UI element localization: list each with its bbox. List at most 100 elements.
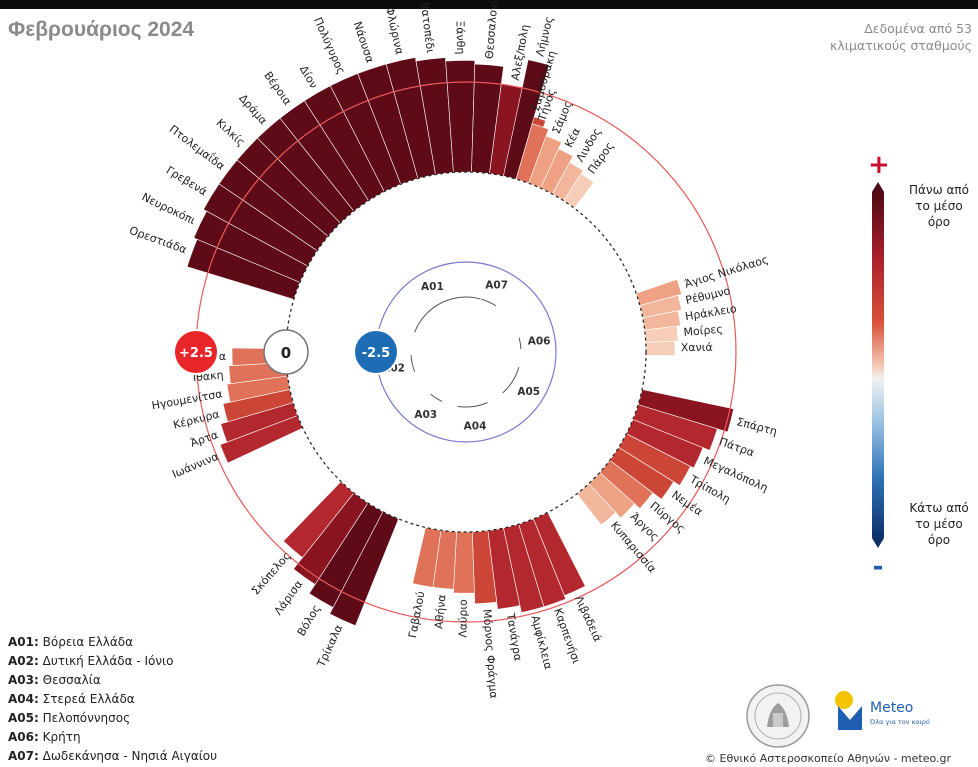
station-label: Αμφίκλεια [528,614,554,671]
legend-name: Πελοπόννησος [42,711,131,725]
colorbar-top-line-3: όρο [927,215,951,229]
station-label: Μοίρες [683,323,723,339]
station-label: Λαύριο [457,599,470,638]
legend-name: Κρήτη [42,730,81,744]
plus-scale-label: +2.5 [179,346,213,361]
chart-title: Φεβρουάριος 2024 [8,18,195,41]
legend-code: A06: [8,730,39,744]
bar-a06-4 [645,340,676,356]
inner-label-a05: A05 [517,386,540,398]
inner-label-a04: A04 [464,420,487,432]
minus-scale-marker: -2.5 [353,329,399,375]
inner-arc-a02 [410,354,416,372]
inner-label-a07: A07 [485,280,508,292]
station-label: Λάρισα [272,578,306,618]
zero-scale-label: 0 [281,344,291,362]
meteo-brand-text: Meteo [870,700,913,716]
station-label: Γαβαλού [406,590,427,639]
inner-arc-a06 [518,337,522,350]
copyright-text: © Εθνικό Αστεροσκοπείο Αθηνών - meteo.gr [705,752,952,765]
station-label: Ξάνθη [453,20,467,54]
colorbar-top-line-1: Πάνω από [909,183,969,197]
station-label: Πολύγυρος [311,15,348,76]
legend-item-a02: A02: Δυτική Ελλάδα - Ιόνιο [8,652,217,671]
source-line-2: κλιματικούς σταθμούς [829,38,972,53]
station-label: Αθήνα [432,594,448,630]
legend-item-a03: A03: Θεσσαλία [8,671,217,690]
station-label: Χανιά [681,341,713,355]
station-label: Άρτα [189,428,220,449]
colorbar-bottom-label: Κάτω από το μέσο όρο [894,500,978,548]
legend-code: A03: [8,673,39,687]
station-label: Κιλκίς [214,116,248,149]
legend-name: Δωδεκάνησα - Νησιά Αιγαίου [42,749,218,763]
bars-layer [186,57,734,627]
noa-seal-logo [746,684,810,748]
station-label: Γρεβενά [164,164,210,199]
station-label: Δράμα [236,92,270,128]
legend-code: A02: [8,654,39,668]
station-label: Βέροια [261,69,294,108]
legend-name: Βόρεια Ελλάδα [42,635,134,649]
zero-scale-marker: 0 [263,329,309,375]
source-note: Δεδομένα από 53 κλιματικούς σταθμούς [772,20,972,54]
legend-name: Δυτική Ελλάδα - Ιόνιο [42,654,174,668]
inner-arc-a05 [502,367,520,394]
station-label: Φλώρινα [383,6,406,56]
minus-scale-label: -2.5 [362,346,390,361]
station-label: Σπάρτη [735,415,778,438]
legend-item-a05: A05: Πελοπόννησος [8,709,217,728]
station-label: Δίον [297,63,320,90]
legend-item-a06: A06: Κρήτη [8,728,217,747]
plus-scale-marker: +2.5 [173,329,219,375]
legend-code: A04: [8,692,39,706]
meteo-tagline: Όλα για τον καιρό [869,718,930,726]
station-label: Ιωάννινα [170,450,220,481]
inner-arc-a07 [481,298,497,307]
station-label: Τανάγρα [504,611,525,662]
station-label: Μόρνος Φράγμα [480,609,500,699]
inner-arc-a01 [414,296,481,333]
meteo-mark: Meteo Όλα για τον καιρό [835,691,930,730]
region-legend: A01: Βόρεια Ελλάδα A02: Δυτική Ελλάδα - … [8,633,217,766]
colorbar-bottom-line-3: όρο [927,533,951,547]
colorbar-top-label: Πάνω από το μέσο όρο [894,182,978,230]
station-label: Καρπενήσι [551,606,583,665]
inner-arc-a04 [457,402,488,408]
colorbar-top-line-2: το μέσο [915,199,963,213]
legend-code: A05: [8,711,39,725]
color-scale: + Πάνω από το μέσο όρο Κάτω από το μέσο … [868,150,978,582]
station-label: Λιβαδειά [572,594,604,644]
inner-label-a03: A03 [414,409,437,421]
legend-code: A01: [8,635,39,649]
top-bar [0,0,978,9]
station-label: Νάουσα [351,20,377,65]
colorbar-bottom-line-2: το μέσο [915,517,963,531]
station-label: Βόλος [295,602,323,638]
legend-code: A07: [8,749,39,763]
station-label: Τρίκαλα [314,623,345,670]
inner-label-a01: A01 [421,281,444,293]
station-label: Κέρκυρα [172,407,221,431]
inner-arc-a03 [430,393,443,402]
legend-item-a07: A07: Δωδεκάνησα - Νησιά Αιγαίου [8,747,217,766]
plus-sign: + [868,150,890,180]
zero-ring [285,171,647,533]
station-label: Πάτρα [717,435,756,459]
meteo-logo: Meteo Όλα για τον καιρό [832,690,952,740]
colorbar-bottom-line-1: Κάτω από [909,501,969,515]
station-label: Ορεστιάδα [128,224,189,257]
legend-item-a04: A04: Στερεά Ελλάδα [8,690,217,709]
station-label: Θεσσαλονίκη [483,0,502,59]
colorbar-bottom-tip [872,538,884,548]
station-label: Νευροκόπι [140,190,198,227]
inner-label-a06: A06 [528,335,551,347]
minus-sign: - [872,552,884,582]
bar-a04-5 [453,531,475,594]
station-label: Βατοπέδι [418,1,437,54]
colorbar-top-tip [872,182,884,192]
legend-name: Στερεά Ελλάδα [42,692,135,706]
source-line-1: Δεδομένα από 53 [864,21,972,36]
inner-arcs [410,296,522,408]
